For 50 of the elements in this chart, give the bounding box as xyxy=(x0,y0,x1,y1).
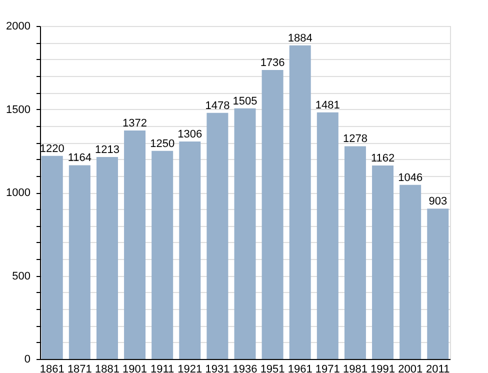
x-tick-label: 1861 xyxy=(40,364,64,373)
bar xyxy=(372,166,394,359)
data-label: 1884 xyxy=(288,32,312,44)
x-tick-label: 2011 xyxy=(426,364,450,373)
data-label: 1736 xyxy=(260,56,285,69)
bar xyxy=(124,130,146,359)
data-label: 903 xyxy=(428,196,448,208)
data-label: 1505 xyxy=(232,95,258,108)
data-label: 1481 xyxy=(315,99,340,112)
data-label: 1372 xyxy=(122,118,148,130)
data-label: 1306 xyxy=(178,128,202,141)
bar xyxy=(68,165,90,359)
bar xyxy=(41,156,63,359)
x-tick-label: 1951 xyxy=(260,364,285,373)
x-tick-label: 1921 xyxy=(178,364,202,373)
bar xyxy=(234,108,256,359)
y-tick-label: 1000 xyxy=(6,187,30,199)
x-tick-label: 2001 xyxy=(398,364,423,373)
y-tick-label: 2000 xyxy=(6,20,30,32)
bar xyxy=(179,142,201,359)
data-label: 1250 xyxy=(150,138,175,150)
x-tick-label: 1911 xyxy=(150,364,174,373)
bar xyxy=(427,208,449,359)
bar xyxy=(152,150,174,359)
data-label: 1164 xyxy=(68,152,92,164)
bar xyxy=(316,112,338,359)
bar xyxy=(96,157,118,359)
bar xyxy=(344,146,366,359)
bar xyxy=(262,70,284,359)
data-label: 1213 xyxy=(94,144,120,156)
bar xyxy=(289,45,311,359)
data-label: 1278 xyxy=(342,133,368,146)
y-tick-label: 500 xyxy=(12,270,30,282)
x-tick-label: 1961 xyxy=(288,364,312,373)
x-tick-label: 1971 xyxy=(315,364,340,373)
y-tick-label: 1500 xyxy=(6,104,30,116)
x-tick-label: 1991 xyxy=(370,364,396,373)
bar xyxy=(206,112,228,359)
x-tick-label: 1901 xyxy=(122,364,148,373)
data-label: 1162 xyxy=(370,152,395,165)
bar xyxy=(400,184,422,359)
x-tick-label: 1881 xyxy=(94,364,120,373)
x-tick-label: 1931 xyxy=(205,364,230,373)
y-tick-label: 0 xyxy=(24,354,30,366)
data-label: 1478 xyxy=(205,100,230,112)
x-tick-label: 1981 xyxy=(342,364,368,373)
x-tick-label: 1871 xyxy=(67,364,92,373)
x-tick-label: 1936 xyxy=(232,364,258,373)
data-label: 1046 xyxy=(398,172,423,184)
data-label: 1220 xyxy=(40,142,64,155)
